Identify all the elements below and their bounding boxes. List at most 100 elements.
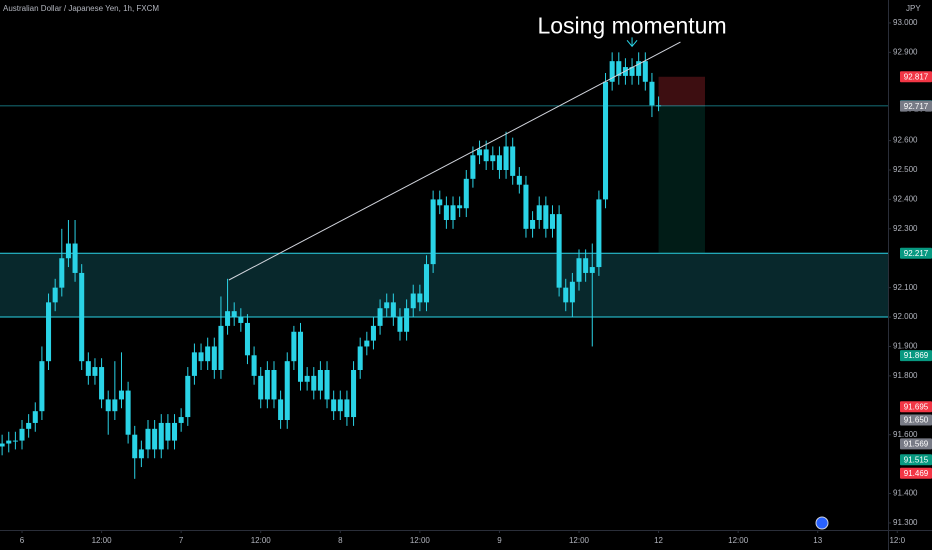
candle-body: [331, 399, 337, 412]
candle-body: [477, 149, 483, 156]
candle-body: [470, 155, 476, 179]
candle-body: [271, 370, 277, 400]
price-label-box: [900, 438, 932, 450]
candle-body: [523, 184, 529, 229]
candle-body: [543, 205, 549, 229]
candle-body: [357, 346, 363, 370]
candle-body: [46, 302, 52, 362]
candle-body: [218, 325, 224, 370]
candle-body: [569, 281, 575, 303]
y-tick-label: 92.300: [893, 224, 918, 233]
candle-body: [629, 67, 635, 76]
x-tick-label: 6: [20, 536, 25, 545]
price-label-box: [900, 247, 932, 259]
x-tick-label: 12:00: [251, 536, 272, 545]
candle-body: [105, 399, 111, 412]
y-tick-label: 92.600: [893, 136, 918, 145]
candle-body: [563, 287, 569, 303]
candle-body: [656, 105, 662, 107]
candle-body: [609, 61, 615, 82]
icon-circle[interactable]: [815, 516, 829, 530]
settings-icon[interactable]: [815, 516, 829, 530]
candle-body: [530, 220, 536, 229]
candle-body: [125, 390, 131, 435]
candle-body: [642, 61, 648, 82]
price-label-box: [900, 100, 932, 112]
x-tick-label: 12:00: [728, 536, 749, 545]
candle-body: [85, 361, 91, 376]
candle-body: [211, 346, 217, 370]
candle-body: [390, 302, 396, 318]
candle-body: [191, 352, 197, 376]
candle-body: [59, 258, 65, 288]
candle-body: [238, 317, 244, 323]
candle-body: [603, 81, 609, 200]
candle-body: [417, 293, 423, 303]
candle-body: [410, 293, 416, 309]
x-tick-label: 9: [497, 536, 502, 545]
candle-body: [165, 422, 171, 441]
y-tick-label: 92.000: [893, 312, 918, 321]
candle-body: [132, 434, 138, 459]
candle-body: [556, 214, 562, 288]
candle-body: [12, 440, 18, 442]
candle-body: [79, 272, 85, 362]
chart-title: Australian Dollar / Japanese Yen, 1h, FX…: [3, 4, 159, 13]
candle-body: [225, 311, 231, 326]
candle-body: [404, 308, 410, 332]
candle-body: [490, 155, 496, 162]
candle-body: [503, 146, 509, 170]
candle-body: [377, 308, 383, 326]
candle-body: [99, 367, 105, 400]
y-tick-label: 92.100: [893, 283, 918, 292]
candle-body: [457, 205, 463, 209]
price-label: 92.717: [904, 102, 929, 111]
candle-body: [430, 199, 436, 265]
zone: [0, 253, 888, 318]
annotation: Losing momentum: [537, 12, 726, 38]
candle-body: [52, 287, 58, 303]
candle-body: [549, 214, 555, 229]
candle-body: [324, 370, 330, 400]
candle-body: [576, 258, 582, 282]
candle-body: [284, 361, 290, 420]
x-tick-label: 12: [654, 536, 663, 545]
candle-body: [6, 440, 12, 444]
candle-body: [364, 340, 370, 347]
candle-body: [583, 258, 589, 273]
x-tick-label: 12:0: [889, 536, 905, 545]
candle-body: [351, 370, 357, 418]
candle-body: [649, 81, 655, 106]
y-tick-label: 91.900: [893, 342, 918, 351]
candle-body: [26, 422, 32, 429]
price-label-box: [900, 414, 932, 426]
candle-body: [516, 175, 522, 185]
candle-body: [205, 346, 211, 362]
price-label-box: [900, 71, 932, 83]
candle-body: [596, 199, 602, 268]
price-label: 91.569: [904, 439, 929, 448]
y-tick-label: 92.900: [893, 47, 918, 56]
price-label: 91.515: [904, 455, 929, 464]
x-tick-label: 12:00: [569, 536, 590, 545]
candle-body: [636, 61, 642, 76]
price-label-box: [900, 467, 932, 479]
y-tick-label: 91.800: [893, 371, 918, 380]
price-label: 91.469: [904, 469, 929, 478]
candle-body: [437, 199, 443, 206]
y-tick-label: 92.500: [893, 165, 918, 174]
candle-body: [291, 331, 297, 362]
price-label: 92.217: [904, 249, 929, 258]
candle-body: [344, 399, 350, 418]
candle-body: [251, 355, 257, 376]
candle-body: [463, 178, 469, 209]
y-tick-label: 93.000: [893, 18, 918, 27]
countdown: 07:35: [906, 110, 927, 119]
candle-body: [138, 449, 144, 459]
stop-area: [658, 76, 705, 106]
x-tick-label: 12:00: [410, 536, 431, 545]
candle-body: [178, 417, 184, 423]
